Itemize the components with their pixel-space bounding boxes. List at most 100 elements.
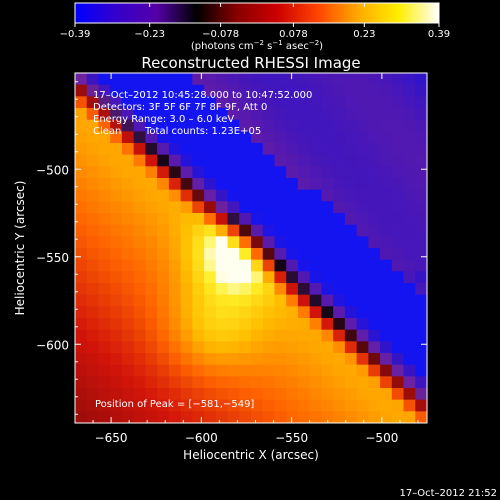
heatmap-cell [110, 119, 123, 132]
heatmap-cell [121, 96, 135, 109]
heatmap-cell [180, 306, 193, 319]
heatmap-cell [133, 154, 146, 167]
footer-timestamp: 17–Oct–2012 21:52 [400, 488, 497, 499]
heatmap-cell [403, 143, 416, 156]
heatmap-cell [415, 143, 427, 156]
heatmap-cell [356, 213, 369, 226]
heatmap-cell [145, 131, 158, 144]
heatmap-cell [227, 376, 240, 389]
heatmap-cell [333, 201, 346, 214]
heatmap-cell [204, 283, 217, 296]
heatmap-cell [368, 201, 381, 214]
heatmap-cell [204, 294, 217, 307]
heatmap-cell [133, 131, 146, 144]
heatmap-cell [239, 259, 252, 272]
heatmap-cell [75, 294, 88, 307]
heatmap-cell [86, 399, 100, 412]
heatmap-cell [344, 73, 358, 86]
heatmap-cell [180, 376, 193, 389]
heatmap-cell [286, 329, 299, 342]
heatmap-cell [262, 283, 276, 296]
heatmap-cell [251, 84, 264, 97]
annotation-peak: Position of Peak = [−581,−549] [95, 399, 254, 410]
heatmap-cell [121, 364, 135, 377]
colorbar-units: (photons cm−2 s−1 asec−2) [191, 39, 323, 52]
heatmap-cell [133, 248, 146, 261]
heatmap-cell [98, 271, 111, 284]
heatmap-cell [168, 306, 182, 319]
heatmap-cell [180, 189, 193, 202]
heatmap-cell [286, 201, 299, 214]
heatmap-cell [344, 318, 358, 331]
heatmap-cell [110, 341, 123, 354]
heatmap-cell [168, 294, 182, 307]
heatmap-cell [157, 213, 170, 226]
heatmap-cell [368, 224, 381, 237]
heatmap-cell [368, 306, 381, 319]
heatmap-cell [309, 143, 322, 156]
heatmap-cell [215, 154, 229, 167]
heatmap-cell [110, 96, 123, 109]
heatmap-cell [239, 189, 252, 202]
heatmap-cell [251, 388, 264, 401]
heatmap-cell [192, 224, 205, 237]
heatmap-cell [168, 213, 182, 226]
heatmap-cell [333, 119, 346, 132]
heatmap-cell [110, 224, 123, 237]
heatmap-cell [215, 201, 229, 214]
heatmap-cell [274, 178, 287, 191]
heatmap-cell [309, 73, 322, 86]
colorbar-tick-label: 0.23 [353, 29, 375, 40]
heatmap-cell [262, 84, 276, 97]
heatmap-cell [286, 96, 299, 109]
heatmap-cell [204, 96, 217, 109]
heatmap-cell [192, 294, 205, 307]
heatmap-cell [98, 294, 111, 307]
heatmap-cell [168, 364, 182, 377]
heatmap-cell [145, 259, 158, 272]
heatmap-cell [415, 329, 427, 342]
heatmap-cell [157, 376, 170, 389]
heatmap-cell [262, 376, 276, 389]
heatmap-cell [403, 388, 416, 401]
heatmap-cell [98, 248, 111, 261]
heatmap-cell [309, 236, 322, 249]
heatmap-cell [380, 283, 393, 296]
heatmap-cell [286, 131, 299, 144]
heatmap-cell [215, 96, 229, 109]
heatmap-cell [215, 166, 229, 179]
heatmap-cell [239, 271, 252, 284]
heatmap-cell [227, 283, 240, 296]
heatmap-cell [344, 283, 358, 296]
heatmap-cell [309, 306, 322, 319]
heatmap-cell [86, 96, 100, 109]
heatmap-cell [344, 306, 358, 319]
heatmap-cell [133, 201, 146, 214]
heatmap-cell [251, 143, 264, 156]
heatmap-cell [133, 318, 146, 331]
heatmap-cell [321, 411, 334, 423]
heatmap-cell [344, 119, 358, 132]
heatmap-cell [262, 213, 276, 226]
heatmap-cell [227, 259, 240, 272]
heatmap-cell [192, 236, 205, 249]
heatmap-cell [356, 341, 369, 354]
heatmap-cell [180, 294, 193, 307]
heatmap-cell [333, 73, 346, 86]
heatmap-cell [180, 154, 193, 167]
heatmap-cell [251, 283, 264, 296]
heatmap-cell [356, 248, 369, 261]
heatmap-cell [368, 411, 381, 423]
heatmap-cell [403, 318, 416, 331]
heatmap-cell [86, 108, 100, 121]
heatmap-cell [75, 411, 88, 423]
heatmap-cell [239, 353, 252, 366]
heatmap-cell [262, 248, 276, 261]
heatmap-cell [227, 353, 240, 366]
heatmap-cell [98, 96, 111, 109]
heatmap-cell [356, 318, 369, 331]
heatmap-cell [227, 388, 240, 401]
heatmap-cell [286, 73, 299, 86]
heatmap-cell [86, 236, 100, 249]
heatmap-cell [145, 201, 158, 214]
